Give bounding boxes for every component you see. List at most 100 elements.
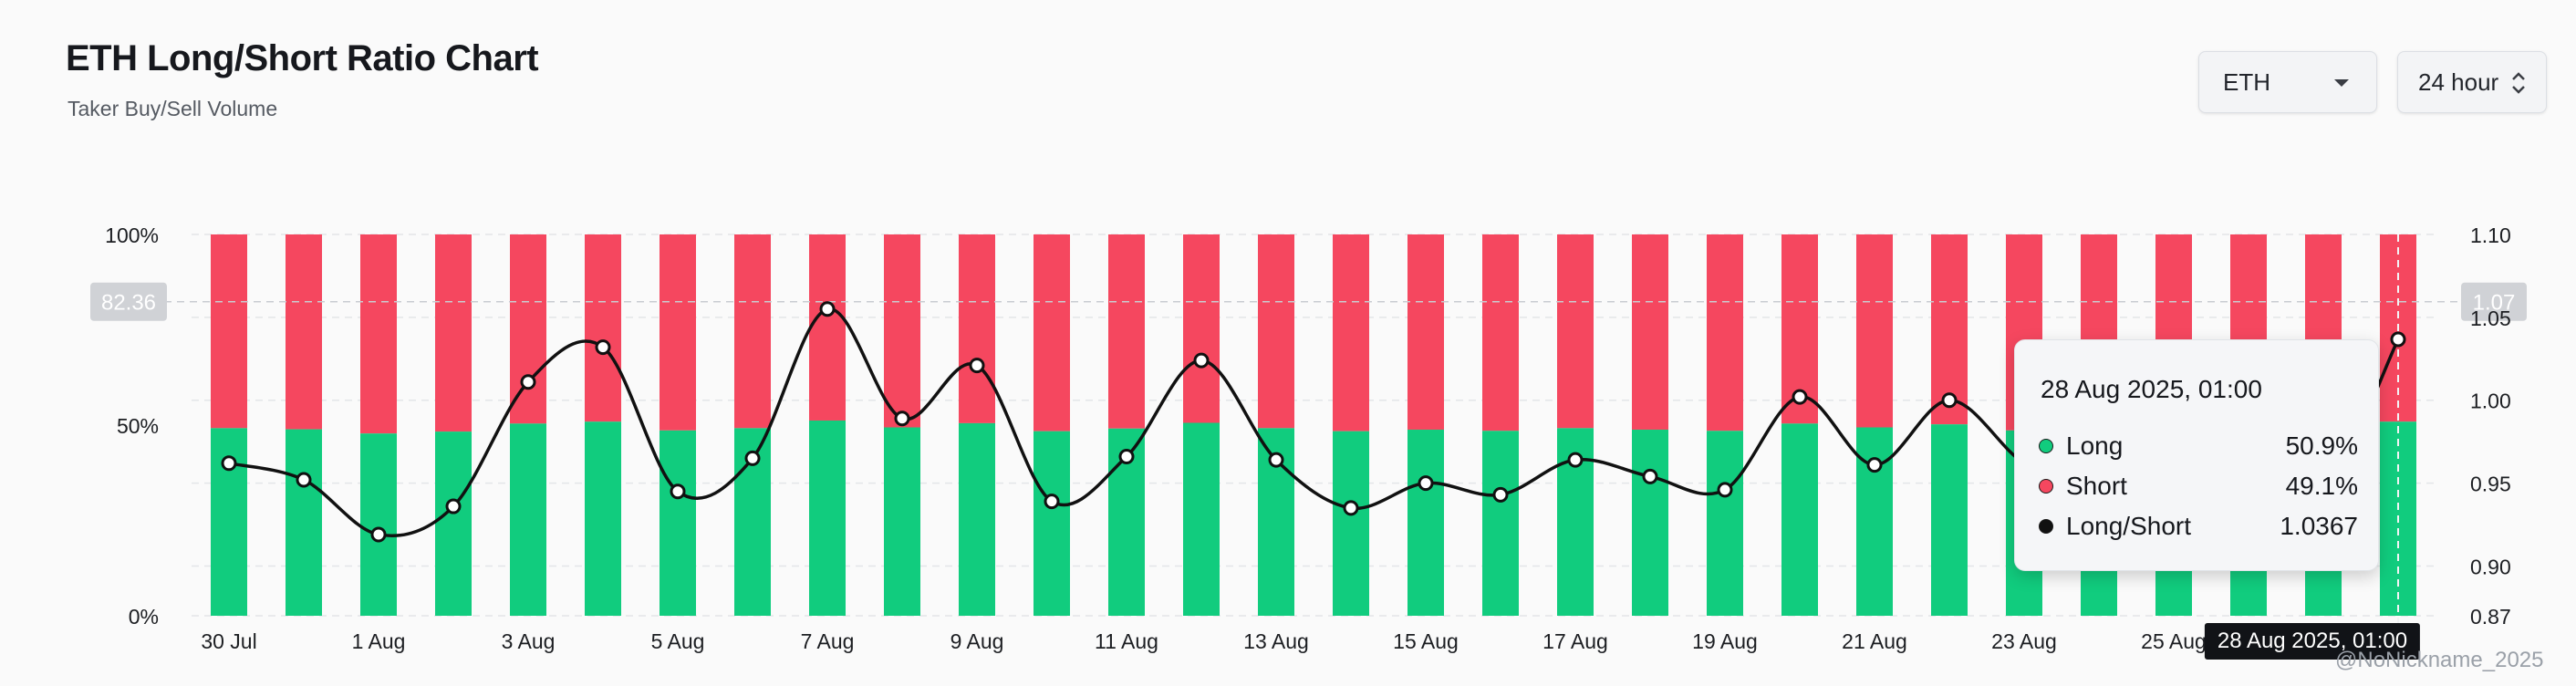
- ratio-point: [969, 358, 985, 374]
- tooltip-row-long: Long 50.9%: [2039, 430, 2358, 463]
- bar-short: [1407, 234, 1444, 431]
- x-tick-label: 11 Aug: [1095, 629, 1158, 653]
- bar-short: [211, 234, 247, 429]
- bar-long: [1931, 424, 1968, 616]
- bar-short: [1034, 234, 1070, 431]
- crosshair-right-label-box: [2461, 282, 2527, 321]
- ratio-point: [296, 472, 312, 488]
- bar-long: [1632, 430, 1668, 616]
- tooltip-value: 1.0367: [2280, 512, 2358, 540]
- bar-long: [585, 421, 621, 616]
- bar-short: [1856, 234, 1893, 428]
- bar-long: [510, 423, 546, 616]
- ratio-point: [744, 450, 761, 466]
- tooltip-row-short: Short 49.1%: [2039, 470, 2358, 503]
- x-tick-label: 19 Aug: [1692, 629, 1758, 653]
- tooltip-label: Short: [2066, 472, 2127, 500]
- asset-select-value: ETH: [2223, 68, 2270, 96]
- y-right-tick-label: 1.00: [2470, 390, 2511, 413]
- ratio-point: [1343, 500, 1359, 516]
- y-right-tick-label: 1.10: [2470, 223, 2511, 247]
- bar-short: [1183, 234, 1220, 423]
- bar-short: [660, 234, 696, 431]
- long-dot-icon: [2039, 439, 2053, 453]
- bar-long: [1034, 431, 1070, 616]
- ratio-dot-icon: [2039, 519, 2053, 534]
- page-title: ETH Long/Short Ratio Chart: [66, 38, 539, 78]
- ratio-point: [1717, 482, 1733, 498]
- bar-short: [585, 234, 621, 422]
- short-dot-icon: [2039, 479, 2053, 494]
- x-tick-label: 21 Aug: [1842, 629, 1907, 653]
- asset-select[interactable]: ETH: [2198, 51, 2377, 113]
- y-left-tick-label: 0%: [129, 605, 159, 629]
- period-select[interactable]: 24 hour: [2397, 51, 2547, 113]
- bar-long: [1707, 431, 1743, 616]
- tooltip-title: 28 Aug 2025, 01:00: [2041, 375, 2262, 403]
- y-left-tick-label: 50%: [117, 414, 159, 438]
- ratio-point: [1268, 452, 1284, 468]
- page-subtitle: Taker Buy/Sell Volume: [68, 97, 278, 120]
- ratio-point: [1941, 392, 1958, 409]
- crosshair-left-label: 82.36: [101, 291, 156, 316]
- x-tick-label: 1 Aug: [352, 629, 406, 653]
- crosshair-right-label: 1.07: [2473, 291, 2516, 316]
- crosshair: 82.36 1.07: [90, 234, 2527, 625]
- bar-short: [1632, 234, 1668, 431]
- bar-short: [734, 234, 771, 429]
- ratio-point: [1792, 389, 1808, 405]
- bar-long: [1333, 431, 1369, 616]
- watermark: @NoNickname_2025: [2335, 648, 2544, 672]
- bar-short: [510, 234, 546, 424]
- ratio-point: [2390, 331, 2406, 348]
- bar-short: [360, 234, 397, 434]
- tooltip-value: 50.9%: [2285, 431, 2358, 460]
- bar-long: [1856, 427, 1893, 616]
- x-tick-label: 25 Aug: [2141, 629, 2207, 653]
- ratio-point: [1642, 468, 1658, 484]
- ratio-point: [520, 374, 536, 390]
- bar-short: [1482, 234, 1519, 431]
- period-select-value: 24 hour: [2418, 68, 2499, 96]
- x-tick-label: 17 Aug: [1542, 629, 1608, 653]
- bar-long: [360, 433, 397, 616]
- bar-short: [1707, 234, 1743, 431]
- updown-chevron-icon: [2512, 72, 2525, 94]
- x-tick-label: 3 Aug: [502, 629, 556, 653]
- ratio-point: [819, 301, 836, 317]
- bar-short: [1333, 234, 1369, 431]
- x-tick-label: 23 Aug: [1991, 629, 2057, 653]
- bar-short: [1108, 234, 1145, 429]
- bar-long: [286, 429, 322, 616]
- ratio-point: [1193, 352, 1210, 369]
- chart-tooltip: 28 Aug 2025, 01:00 Long 50.9% Short 49.1…: [2014, 339, 2379, 571]
- crosshair-left-label-box: [90, 282, 167, 321]
- tooltip-label: Long/Short: [2066, 512, 2191, 540]
- bar-long: [809, 420, 846, 616]
- y-right-tick-label: 1.05: [2470, 307, 2511, 330]
- bar-short: [286, 234, 322, 430]
- tooltip-value: 49.1%: [2285, 472, 2358, 500]
- bar-short: [435, 234, 472, 432]
- ratio-point: [221, 455, 237, 472]
- axes: 0% 50% 100% 0.87 0.90 0.95 1.00 1.05 1.10 30 Jul 1…: [105, 223, 2511, 653]
- x-tick-label: 30 Jul: [201, 629, 256, 653]
- ratio-point: [670, 483, 686, 500]
- x-tick-label: 7 Aug: [801, 629, 855, 653]
- x-tick-label: 15 Aug: [1393, 629, 1459, 653]
- bar-long: [435, 431, 472, 616]
- y-left-tick-label: 100%: [105, 223, 159, 247]
- tooltip-row-ratio: Long/Short 1.0367: [2039, 510, 2358, 543]
- ratio-point: [370, 526, 387, 543]
- tooltip-label: Long: [2066, 431, 2124, 460]
- y-right-tick-label: 0.90: [2470, 555, 2511, 578]
- x-tick-label: 13 Aug: [1243, 629, 1309, 653]
- bar-long: [1183, 422, 1220, 616]
- bar-short: [1557, 234, 1594, 429]
- ratio-point: [445, 498, 462, 514]
- bar-long: [1482, 431, 1519, 616]
- ratio-point: [1567, 452, 1584, 468]
- bar-long: [959, 422, 995, 616]
- bar-short: [1258, 234, 1294, 429]
- ratio-point: [894, 411, 910, 427]
